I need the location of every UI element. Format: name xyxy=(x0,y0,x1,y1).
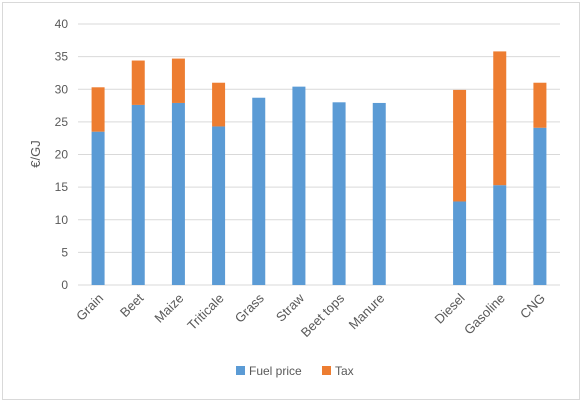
bar-fuel-price-manure xyxy=(372,102,386,285)
legend-swatch xyxy=(236,366,245,375)
y-tick-label: 10 xyxy=(55,213,69,227)
x-tick-label: Triticale xyxy=(184,291,226,333)
bar-fuel-price-grass xyxy=(252,97,266,285)
y-tick-label: 25 xyxy=(55,115,69,129)
bar-fuel-price-maize xyxy=(171,102,185,285)
y-axis-label: €/GJ xyxy=(28,140,43,167)
bar-fuel-price-gasoline xyxy=(493,185,507,285)
x-tick-label: Gasoline xyxy=(461,291,508,338)
bar-tax-cng xyxy=(533,82,547,128)
x-tick-label: Straw xyxy=(273,290,308,325)
bar-fuel-price-cng xyxy=(533,127,547,285)
y-tick-label: 30 xyxy=(55,82,69,96)
bar-tax-gasoline xyxy=(493,51,507,186)
legend: Fuel price Tax xyxy=(236,364,354,378)
x-tick-label: Manure xyxy=(346,291,388,333)
x-tick-label: CNG xyxy=(517,291,548,322)
legend-swatch xyxy=(322,366,331,375)
bar-fuel-price-beet-tops xyxy=(332,102,346,285)
y-tick-label: 0 xyxy=(61,278,68,292)
y-tick-labels: 0 5 10 15 20 25 30 35 40 xyxy=(55,17,69,292)
bar-fuel-price-grain xyxy=(91,131,105,285)
x-tick-label: Maize xyxy=(151,291,186,326)
legend-label: Tax xyxy=(335,364,354,378)
bar-fuel-price-straw xyxy=(292,86,306,285)
bar-fuel-price-diesel xyxy=(453,201,467,285)
legend-label: Fuel price xyxy=(249,364,302,378)
bar-fuel-price-beet xyxy=(131,104,145,285)
bar-tax-triticale xyxy=(212,82,226,127)
x-tick-label: Grass xyxy=(232,290,267,325)
y-tick-label: 5 xyxy=(61,245,68,259)
y-tick-label: 20 xyxy=(55,148,69,162)
bars xyxy=(91,51,547,285)
y-tick-label: 40 xyxy=(55,17,69,31)
gridlines xyxy=(78,23,560,286)
y-tick-label: 35 xyxy=(55,50,69,64)
bar-fuel-price-triticale xyxy=(212,126,226,285)
x-tick-label: Beet tops xyxy=(298,290,348,340)
bar-tax-beet xyxy=(131,60,145,105)
bar-tax-grain xyxy=(91,87,105,132)
y-tick-label: 15 xyxy=(55,180,69,194)
x-tick-label: Beet xyxy=(117,290,147,320)
bar-tax-maize xyxy=(171,58,185,103)
x-tick-label: Grain xyxy=(73,291,106,324)
bar-tax-diesel xyxy=(453,89,467,202)
x-tick-label: Diesel xyxy=(432,290,468,326)
